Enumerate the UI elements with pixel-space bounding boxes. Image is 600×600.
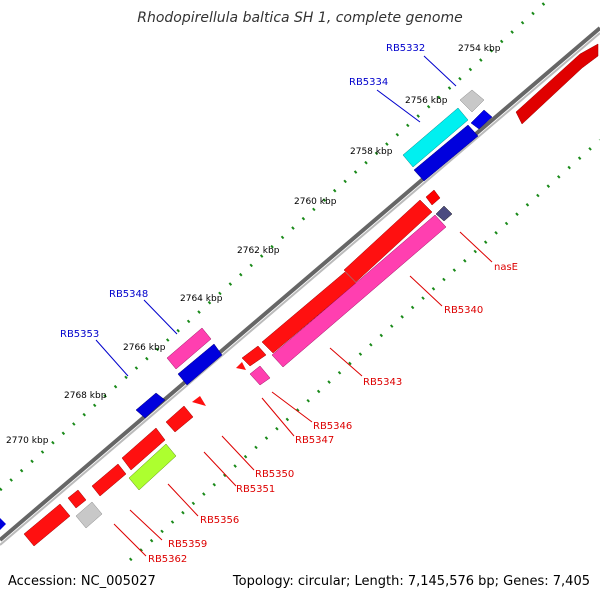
gene-label-bottom[interactable]: RB5343 xyxy=(363,377,402,388)
gene-label-top[interactable]: RB5332 xyxy=(386,43,425,54)
gene-label-bottom[interactable]: RB5350 xyxy=(255,469,294,480)
gene-arrow[interactable] xyxy=(425,189,441,206)
backbone-line xyxy=(0,26,600,542)
gene-label-bottom[interactable]: RB5356 xyxy=(200,515,239,526)
gene-arrow[interactable] xyxy=(236,362,246,370)
gene-label-bottom[interactable]: RB5346 xyxy=(313,421,352,432)
gene-arrow[interactable] xyxy=(0,518,6,530)
tick-label: 2758 kbp xyxy=(350,147,393,157)
gene-arrow[interactable] xyxy=(121,427,166,471)
gene-arrow[interactable] xyxy=(23,503,71,547)
top-leader-lines xyxy=(95,55,457,377)
gene-arrow[interactable] xyxy=(135,392,166,419)
tick-label: 2770 kbp xyxy=(6,436,49,446)
gene-arrow[interactable] xyxy=(459,89,485,113)
gene-arrow[interactable] xyxy=(343,199,433,283)
tick-label: 2756 kbp xyxy=(405,96,448,106)
gene-arrow[interactable] xyxy=(166,327,212,370)
bottom-leader-lines xyxy=(113,231,493,557)
gene-arrow[interactable] xyxy=(249,365,271,386)
gene-arrow[interactable] xyxy=(75,501,103,529)
gene-arrow[interactable] xyxy=(128,443,177,491)
tick-label: 2764 kbp xyxy=(180,294,223,304)
gene-arrow[interactable] xyxy=(271,214,447,368)
gene-label-bottom[interactable]: nasE xyxy=(494,262,518,273)
inner-scale-line xyxy=(129,138,600,562)
gene-arrow[interactable] xyxy=(402,107,469,168)
gene-arrow[interactable] xyxy=(67,489,87,509)
map-title: Rhodopirellula baltica SH 1, complete ge… xyxy=(137,10,463,26)
gene-label-bottom[interactable]: RB5351 xyxy=(236,484,275,495)
gene-label-top[interactable]: RB5348 xyxy=(109,289,148,300)
tick-label: 2754 kbp xyxy=(458,44,501,54)
gene-arrow[interactable] xyxy=(91,463,127,497)
gene-label-bottom[interactable]: RB5340 xyxy=(444,305,483,316)
gene-label-bottom[interactable]: RB5347 xyxy=(295,435,334,446)
gene-label-top[interactable]: RB5334 xyxy=(349,77,388,88)
tick-label: 2766 kbp xyxy=(123,343,166,353)
backbone-shadow xyxy=(0,32,600,546)
gene-arrow[interactable] xyxy=(435,205,453,222)
tick-label: 2762 kbp xyxy=(237,246,280,256)
gene-arrow[interactable] xyxy=(515,43,599,125)
accession-text: Accession: NC_005027 xyxy=(8,574,156,589)
tick-label: 2768 kbp xyxy=(64,391,107,401)
gene-label-bottom[interactable]: RB5359 xyxy=(168,539,207,550)
gene-label-top[interactable]: RB5353 xyxy=(60,329,99,340)
tick-label: 2760 kbp xyxy=(294,197,337,207)
gene-arrow[interactable] xyxy=(241,345,267,367)
gene-arrow[interactable] xyxy=(413,124,479,182)
genome-summary: Topology: circular; Length: 7,145,576 bp… xyxy=(232,574,590,589)
gene-arrow[interactable] xyxy=(470,109,493,130)
gene-arrow[interactable] xyxy=(192,396,206,406)
gene-label-bottom[interactable]: RB5362 xyxy=(148,554,187,565)
gene-arrow[interactable] xyxy=(177,343,223,386)
gene-arrow[interactable] xyxy=(165,405,194,433)
outer-scale-line xyxy=(0,0,549,492)
